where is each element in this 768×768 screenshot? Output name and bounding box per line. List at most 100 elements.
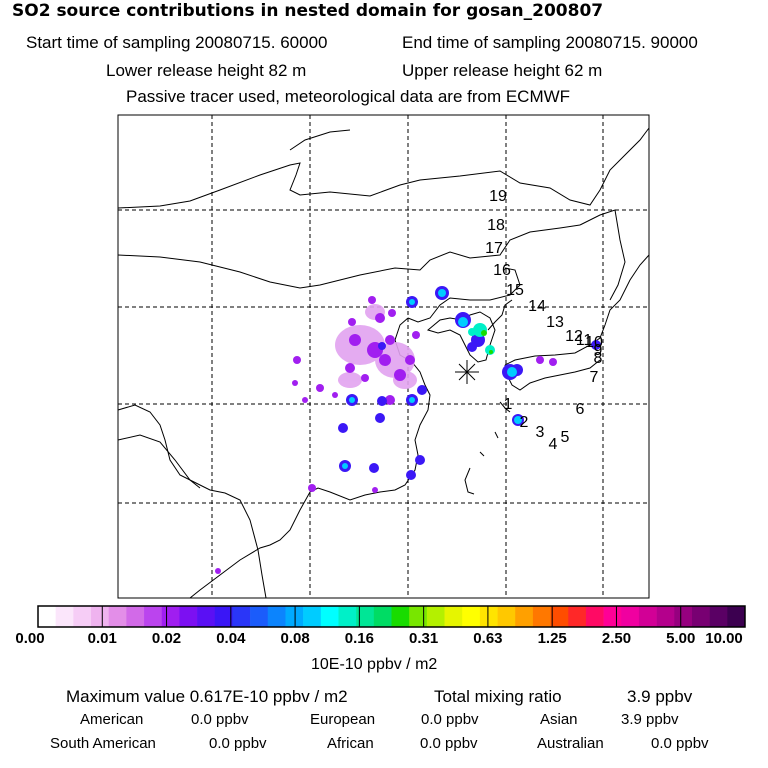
receptor-marker [455, 360, 479, 384]
trajectory-label: 4 [549, 436, 558, 453]
total-mixing-label: Total mixing ratio [434, 687, 562, 706]
colorbar-tick-label: 5.00 [666, 630, 696, 647]
colorbar-swatch [462, 606, 481, 627]
end-time-label: End time of sampling 20080715. 90000 [402, 33, 698, 52]
colorbar-swatch [338, 606, 357, 627]
colorbar-swatch [585, 606, 604, 627]
colorbar-swatch [479, 606, 498, 627]
colorbar-swatch [356, 606, 375, 627]
region-value-asian: 3.9 ppbv [621, 711, 679, 728]
colorbar-swatch [656, 606, 675, 627]
colorbar-tick-label: 0.02 [151, 630, 182, 647]
colorbar-swatch [550, 606, 569, 627]
colorbar-swatch [727, 606, 746, 627]
colorbar-swatch [497, 606, 516, 627]
colorbar-swatch [144, 606, 163, 627]
region-name-south-american: South American [50, 735, 156, 752]
colorbar-swatch [409, 606, 428, 627]
map-gridlines [118, 115, 649, 598]
trajectory-label: 10 [585, 334, 603, 351]
colorbar-tick-label: 0.63 [473, 630, 503, 647]
concentration-patches [215, 286, 601, 574]
colorbar-swatch [621, 606, 640, 627]
colorbar-swatch [126, 606, 145, 627]
trajectory-label: 8 [594, 350, 603, 367]
colorbar-tick-label: 0.31 [409, 630, 439, 647]
colorbar-swatch [214, 606, 233, 627]
colorbar-swatch [709, 606, 728, 627]
colorbar-tick-label: 0.08 [280, 630, 310, 647]
region-value-south-american: 0.0 ppbv [209, 735, 267, 752]
colorbar-swatch [444, 606, 463, 627]
colorbar-swatch [391, 606, 410, 627]
trajectory-label: 18 [487, 217, 505, 234]
colorbar-tick-label: 0.16 [344, 630, 374, 647]
trajectory-label: 17 [485, 240, 503, 257]
colorbar-tick-label: 2.50 [601, 630, 632, 647]
colorbar-swatch [267, 606, 286, 627]
colorbar-tick-label: 0.04 [216, 630, 246, 647]
colorbar-swatch [285, 606, 304, 627]
max-value-label: Maximum value 0.617E-10 ppbv / m2 [66, 687, 348, 706]
total-mixing-value: 3.9 ppbv [627, 687, 693, 706]
trajectory-label: 15 [506, 282, 524, 299]
trajectory-label: 5 [561, 429, 570, 446]
colorbar [37, 605, 746, 628]
colorbar-swatch [568, 606, 587, 627]
colorbar-swatch [373, 606, 392, 627]
colorbar-swatch [197, 606, 216, 627]
trajectory-label: 2 [520, 414, 529, 431]
region-name-european: European [310, 711, 376, 728]
colorbar-swatch [426, 606, 445, 627]
colorbar-swatch [674, 606, 693, 627]
trajectory-label: 9 [594, 342, 603, 359]
colorbar-swatch [91, 606, 110, 627]
colorbar-tick-label: 0.00 [15, 630, 45, 647]
tracer-note: Passive tracer used, meteorological data… [126, 87, 571, 106]
colorbar-tick-label: 1.25 [537, 630, 567, 647]
colorbar-tick-label: 10.00 [705, 630, 743, 647]
page-title: SO2 source contributions in nested domai… [12, 1, 604, 21]
trajectory-label: 14 [528, 298, 546, 315]
colorbar-swatch [108, 606, 127, 627]
colorbar-swatch [179, 606, 198, 627]
colorbar-swatch [38, 606, 56, 627]
region-name-asian: Asian [540, 711, 578, 728]
region-value-african: 0.0 ppbv [420, 735, 478, 752]
region-name-african: African [327, 735, 374, 752]
colorbar-swatch [303, 606, 322, 627]
colorbar-swatch [603, 606, 622, 627]
region-name-australian: Australian [537, 735, 604, 752]
trajectory-label: 7 [590, 369, 599, 386]
region-name-american: American [80, 711, 144, 728]
colorbar-swatch [515, 606, 534, 627]
trajectory-label: 16 [493, 262, 511, 279]
colorbar-units: 10E-10 ppbv / m2 [311, 656, 438, 673]
trajectory-label: 6 [576, 401, 585, 418]
colorbar-swatch [73, 606, 92, 627]
upper-height-label: Upper release height 62 m [402, 61, 603, 80]
colorbar-swatch [320, 606, 339, 627]
colorbar-tick-label: 0.01 [87, 630, 117, 647]
colorbar-swatch [250, 606, 269, 627]
region-value-australian: 0.0 ppbv [651, 735, 709, 752]
start-time-label: Start time of sampling 20080715. 60000 [26, 33, 328, 52]
trajectory-label: 3 [536, 424, 545, 441]
trajectory-label: 13 [546, 314, 564, 331]
region-value-european: 0.0 ppbv [421, 711, 479, 728]
colorbar-swatch [532, 606, 551, 627]
colorbar-frame [37, 605, 746, 628]
colorbar-swatch [691, 606, 710, 627]
region-value-american: 0.0 ppbv [191, 711, 249, 728]
trajectory-label: 1 [504, 396, 513, 413]
colorbar-swatch [232, 606, 251, 627]
trajectory-label: 11 [576, 332, 593, 349]
colorbar-swatch [55, 606, 74, 627]
trajectory-label: 12 [565, 328, 583, 345]
colorbar-swatch [161, 606, 180, 627]
lower-height-label: Lower release height 82 m [106, 61, 307, 80]
colorbar-swatch [638, 606, 657, 627]
